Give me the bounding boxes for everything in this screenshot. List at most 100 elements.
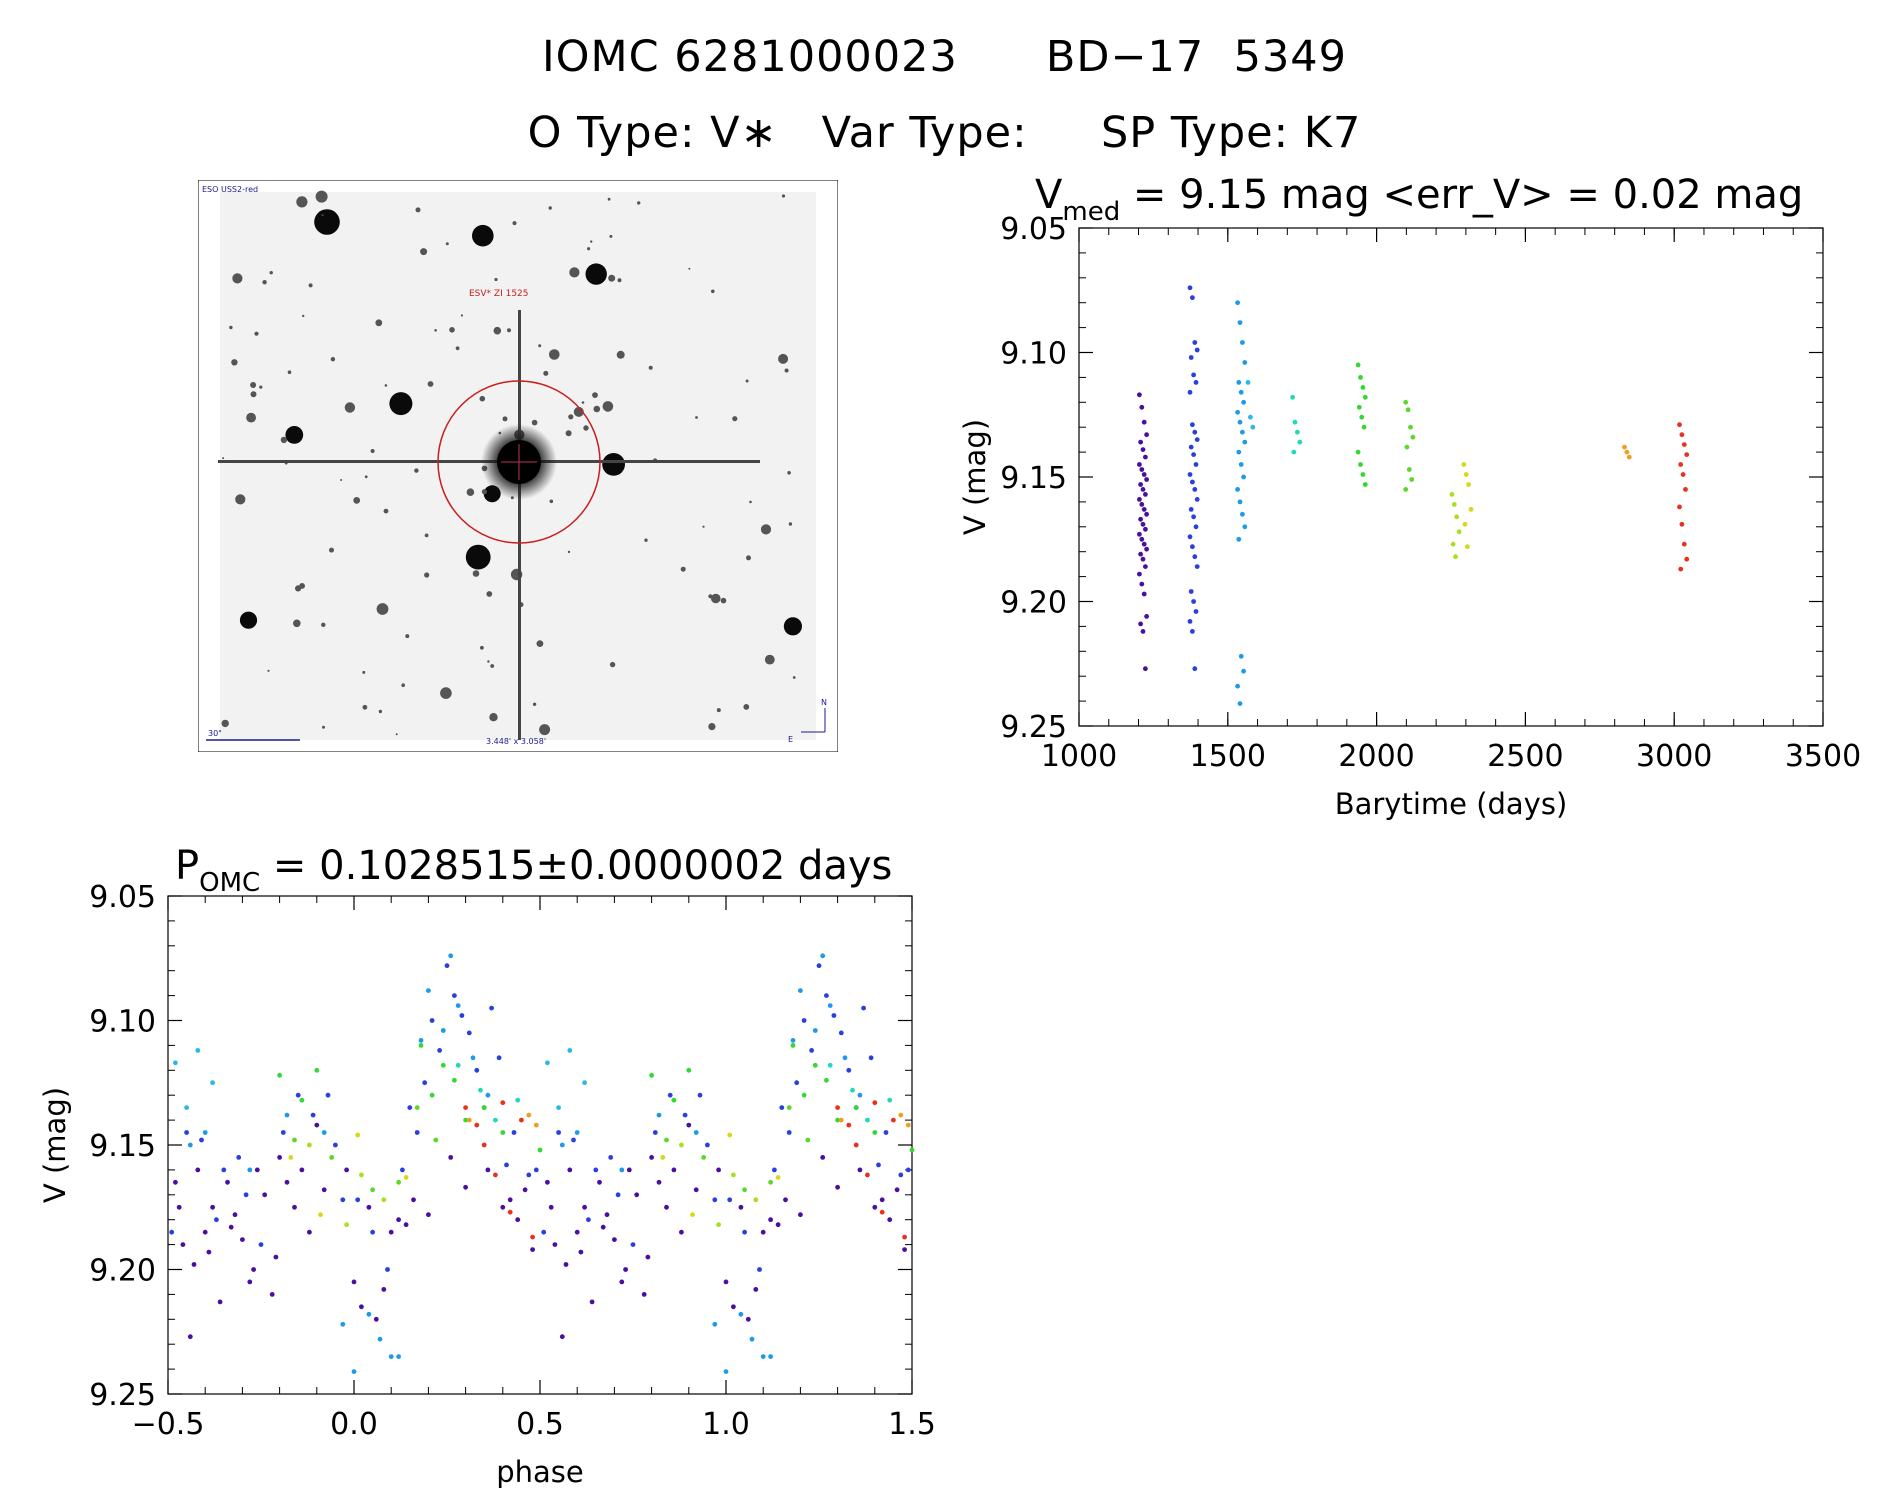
ph-point — [321, 1187, 327, 1193]
ph-point — [701, 1155, 707, 1160]
ph-point — [772, 1167, 777, 1173]
ph-point — [571, 1137, 576, 1143]
ph-point — [225, 1179, 230, 1185]
lc-point — [1678, 462, 1684, 467]
lc-point — [1188, 507, 1194, 512]
ph-point — [455, 1003, 461, 1008]
lc-point — [1139, 467, 1145, 472]
field-star — [695, 416, 698, 419]
field-star — [637, 201, 641, 205]
ph-point — [184, 1130, 190, 1135]
ph-point — [905, 1122, 911, 1128]
field-star — [568, 414, 574, 420]
ph-point — [883, 1130, 889, 1135]
lc-point — [1140, 447, 1146, 452]
lc-point — [1290, 394, 1295, 400]
ph-point — [623, 1267, 628, 1272]
lc-point — [1292, 419, 1298, 425]
lc-point — [1137, 392, 1142, 398]
field-star — [490, 664, 495, 668]
lc-point — [1144, 511, 1149, 517]
lc-point — [1681, 442, 1687, 447]
field-star — [362, 670, 366, 674]
field-star — [702, 525, 705, 528]
lc-point — [1191, 514, 1196, 520]
lc-point — [1138, 551, 1143, 557]
ph-point — [481, 1142, 487, 1148]
x-tick-label: 1.0 — [702, 1407, 750, 1442]
lc-point — [1238, 462, 1244, 467]
field-star — [362, 704, 368, 710]
lc-point — [1188, 444, 1194, 450]
ph-point — [418, 1038, 424, 1043]
field-star — [644, 538, 648, 542]
lc-point — [1235, 487, 1240, 492]
field-star — [250, 391, 257, 398]
compass-icon — [801, 708, 826, 733]
ph-point — [195, 1048, 201, 1053]
ph-point — [679, 1229, 684, 1235]
ph-point — [716, 1167, 721, 1173]
ph-point — [790, 1038, 796, 1043]
field-star — [434, 329, 437, 332]
ph-point — [489, 1005, 494, 1011]
y-tick-label: 9.15 — [89, 1129, 156, 1164]
ph-point — [169, 1229, 175, 1235]
lc-point — [1624, 449, 1630, 455]
ph-point — [786, 1130, 792, 1135]
lc-point — [1144, 614, 1149, 619]
ph-point — [541, 1229, 547, 1235]
ph-point — [645, 1254, 651, 1260]
lc-point — [1193, 524, 1199, 530]
ph-point — [857, 1092, 863, 1098]
ph-point — [838, 1117, 844, 1123]
field-star — [567, 550, 571, 554]
ph-point — [649, 1155, 654, 1160]
ph-point — [273, 1254, 279, 1260]
y-tick-label: 9.15 — [1000, 461, 1067, 496]
lc-point — [1409, 477, 1415, 482]
lc-point — [1143, 492, 1148, 497]
field-star — [405, 634, 410, 639]
header-sptype: SP Type: K7 — [1100, 108, 1362, 158]
lc-point — [1193, 380, 1199, 385]
ph-point — [731, 1172, 736, 1178]
field-star — [314, 209, 340, 235]
ph-point — [173, 1179, 178, 1185]
x-tick-label: 2000 — [1338, 739, 1414, 774]
ph-point — [757, 1267, 762, 1272]
ph-point — [679, 1142, 684, 1148]
lc-point — [1242, 524, 1248, 530]
ph-point — [593, 1167, 599, 1173]
ph-point — [526, 1172, 532, 1178]
ph-point — [660, 1155, 666, 1160]
lc-point — [1187, 619, 1193, 624]
field-star — [449, 327, 455, 333]
ph-point — [760, 1229, 766, 1235]
ph-point — [440, 1062, 446, 1068]
lc-title-rest: = 9.15 mag <err_V> = 0.02 mag — [1120, 172, 1803, 218]
ph-point — [314, 1067, 320, 1073]
lc-point — [1139, 536, 1145, 542]
ph-point — [463, 1117, 468, 1123]
ph-point — [429, 1018, 435, 1023]
ph-point — [779, 1105, 785, 1110]
ph-point — [827, 1062, 833, 1068]
ph-plot-frame — [167, 895, 913, 1395]
ph-point — [768, 1217, 773, 1223]
field-star — [329, 547, 334, 553]
ph-point — [444, 963, 450, 969]
ph-point — [567, 1167, 573, 1173]
lc-point — [1462, 521, 1468, 527]
ph-point — [400, 1167, 405, 1173]
ph-point — [846, 1067, 852, 1073]
lc-point — [1677, 422, 1682, 428]
lc-point — [1242, 439, 1248, 445]
lc-point — [1137, 531, 1142, 537]
lc-title-main: V — [1035, 172, 1063, 218]
ph-point — [716, 1222, 721, 1228]
ph-point — [217, 1299, 223, 1305]
ph-point — [422, 1080, 428, 1086]
field-star — [414, 468, 419, 473]
lc-point — [1137, 462, 1142, 467]
